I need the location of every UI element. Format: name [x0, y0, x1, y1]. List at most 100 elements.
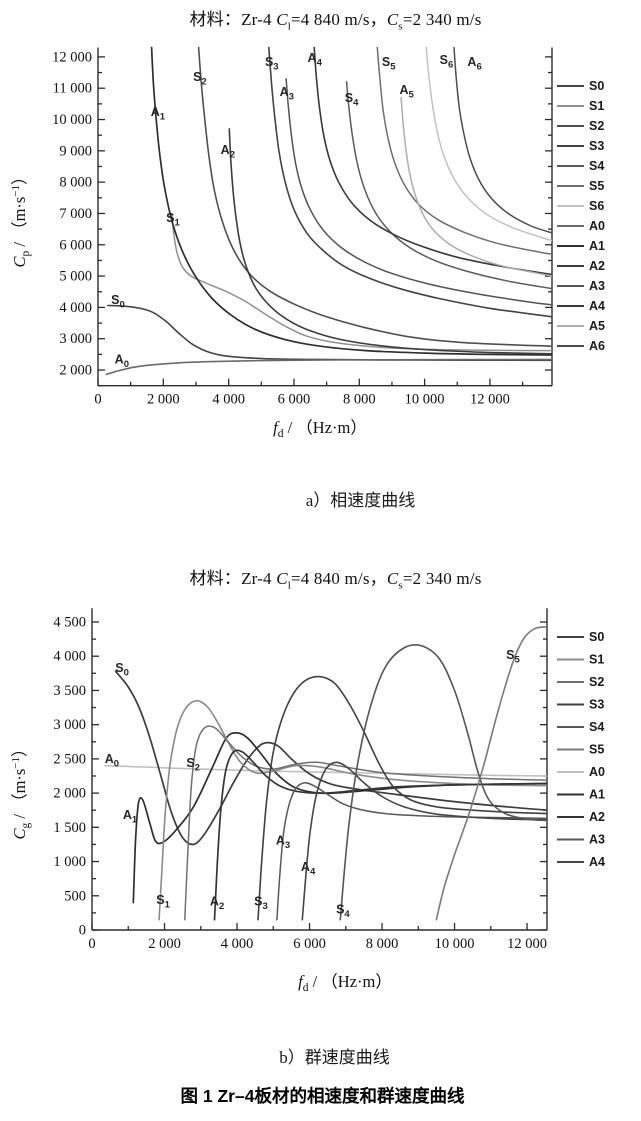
x-tick-label: 4 000: [212, 392, 245, 408]
curve-label-S0: S0: [115, 661, 129, 679]
curve-label-S6: S6: [440, 53, 454, 71]
title-fragment: =4 840 m/s，: [291, 10, 387, 29]
x-tick-label: 4 000: [221, 936, 254, 952]
series-A6: [453, 46, 552, 234]
caption-b: b）群速度曲线: [279, 1048, 390, 1067]
y-tick-label: 1 000: [53, 854, 86, 870]
x-tick-label: 6 000: [293, 936, 326, 952]
legend-label-S3: S3: [589, 698, 604, 712]
y-axis-title: Cp / （m·s−1）: [10, 168, 32, 267]
x-axis-title: fd / （Hz·m）: [273, 418, 367, 440]
legend-item-S4: S4: [557, 720, 604, 734]
curve-label-A3: A3: [276, 833, 290, 851]
curve-label-S1: S1: [166, 211, 180, 229]
x-tick-label: 8 000: [343, 392, 376, 408]
series-A1: [150, 46, 552, 356]
legend-label-A5: A5: [589, 319, 605, 333]
curve-label-A0: A0: [105, 752, 119, 770]
legend-label-S3: S3: [589, 139, 604, 153]
legend-item-S2: S2: [557, 675, 604, 689]
legend-item-A2: A2: [557, 810, 605, 824]
x-tick-label: 10 000: [405, 392, 445, 408]
series-S4: [339, 644, 547, 921]
series-S2: [184, 725, 547, 921]
title-fragment: =2 340 m/s: [402, 569, 482, 588]
curve-label-S2: S2: [193, 70, 207, 88]
title-fragment: C: [386, 569, 399, 588]
title-fragment: =4 840 m/s，: [291, 569, 387, 588]
curve-label-S4: S4: [345, 91, 359, 109]
x-tick-label: 0: [94, 392, 101, 408]
legend-item-A4: A4: [557, 855, 605, 869]
legend-label-S6: S6: [589, 199, 604, 213]
curve-label-A4: A4: [301, 860, 316, 878]
curve-label-S1: S1: [156, 893, 170, 911]
title-fragment: Zr-4: [241, 10, 277, 29]
title-fragment: 材料：: [189, 10, 242, 29]
curve-label-S5: S5: [382, 55, 396, 73]
legend-label-A2: A2: [589, 810, 605, 824]
curve-label-A2: A2: [221, 143, 235, 161]
y-tick-label: 4 500: [53, 614, 86, 630]
legend-item-A6: A6: [557, 339, 605, 353]
title-fragment: s: [398, 20, 403, 33]
curve-label-S4: S4: [336, 902, 350, 920]
x-tick-label: 12 000: [507, 936, 547, 952]
curve-label-A4: A4: [308, 51, 323, 69]
y-tick-label: 7 000: [59, 206, 92, 222]
series-A5: [400, 96, 552, 277]
legend-label-A4: A4: [589, 299, 605, 313]
x-tick-label: 2 000: [147, 392, 180, 408]
y-tick-label: 9 000: [59, 143, 92, 159]
series-A0: [105, 358, 552, 376]
legend-item-S0: S0: [557, 630, 604, 644]
y-tick-label: 2 000: [53, 786, 86, 802]
curve-label-A0: A0: [115, 353, 129, 371]
legend-label-A4: A4: [589, 855, 605, 869]
legend-item-A1: A1: [557, 239, 605, 253]
legend-label-S0: S0: [589, 630, 604, 644]
y-tick-label: 10 000: [52, 112, 92, 128]
series-A2: [228, 128, 552, 355]
series-S3: [257, 675, 547, 921]
legend-item-S5: S5: [557, 743, 604, 757]
series-S5: [376, 46, 552, 255]
curve-label-A2: A2: [210, 894, 224, 912]
x-tick-label: 8 000: [366, 936, 399, 952]
title-fragment: s: [398, 579, 403, 592]
legend-item-A3: A3: [557, 279, 605, 293]
y-tick-label: 6 000: [59, 237, 92, 253]
legend-label-S5: S5: [589, 743, 604, 757]
legend-item-A5: A5: [557, 319, 605, 333]
legend-label-S4: S4: [589, 159, 604, 173]
curve-label-S5: S5: [506, 648, 520, 666]
legend-label-A0: A0: [589, 765, 605, 779]
y-tick-label: 11 000: [53, 81, 92, 97]
title-fragment: l: [287, 20, 291, 33]
legend-item-A2: A2: [557, 259, 605, 273]
chart-a-title: 材料：Zr-4 Cl=4 840 m/s，Cs=2 340 m/s: [15, 5, 641, 32]
x-tick-label: 6 000: [278, 392, 311, 408]
x-axis-title: fd / （Hz·m）: [298, 972, 392, 994]
series-S2: [197, 46, 552, 347]
y-tick-label: 4 000: [53, 649, 86, 665]
title-fragment: Zr-4: [241, 569, 277, 588]
y-tick-label: 2 000: [59, 363, 92, 379]
y-tick-label: 4 000: [59, 300, 92, 316]
title-fragment: =2 340 m/s: [402, 10, 482, 29]
group-velocity-chart: 0 2 000 4 000 6 000 8 000 10 000 12 000 0 500 1 0…: [10, 608, 605, 994]
series-S6: [425, 46, 552, 242]
legend-label-S5: S5: [589, 179, 604, 193]
legend-item-S2: S2: [557, 119, 604, 133]
series-A3: [285, 78, 552, 306]
legend-label-S2: S2: [589, 119, 604, 133]
legend-label-A3: A3: [589, 833, 605, 847]
legend-item-S3: S3: [557, 139, 604, 153]
legend-label-S4: S4: [589, 720, 604, 734]
y-tick-label: 2 500: [53, 751, 86, 767]
curve-label-S0: S0: [111, 293, 125, 311]
series-S1: [171, 214, 552, 352]
series-A3: [276, 781, 547, 921]
